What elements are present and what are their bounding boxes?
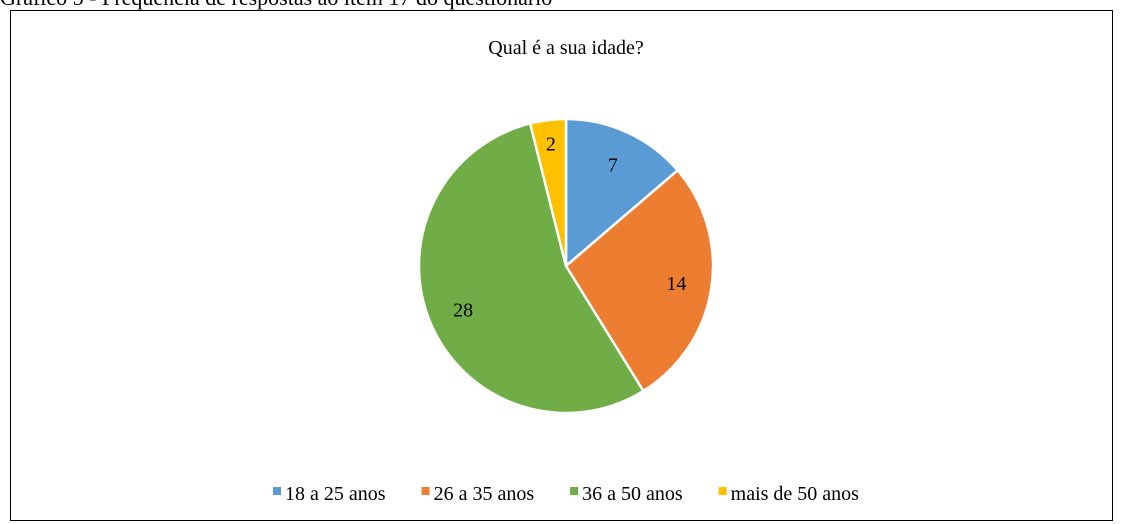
pie-slice <box>417 121 646 415</box>
data-label: 7 <box>608 155 618 177</box>
data-label: 2 <box>546 133 556 155</box>
legend-swatch <box>273 487 282 495</box>
legend-swatch <box>421 487 430 495</box>
legend-label: 26 a 35 anos <box>434 483 535 505</box>
legend-swatch <box>570 487 579 495</box>
chart-title: Qual é a sua idade? <box>488 37 644 59</box>
data-label: 28 <box>453 300 473 322</box>
pie-slice <box>564 168 715 393</box>
legend-label: mais de 50 anos <box>731 483 860 505</box>
legend-label: 18 a 25 anos <box>285 483 386 505</box>
data-label: 14 <box>666 273 686 295</box>
legend-swatch <box>718 487 727 495</box>
legend-label: 36 a 50 anos <box>582 483 683 505</box>
pie-slice <box>564 117 680 269</box>
caption: Gráfico 5 - Frequência de respostas ao i… <box>0 0 552 10</box>
pie-slice <box>528 117 568 267</box>
